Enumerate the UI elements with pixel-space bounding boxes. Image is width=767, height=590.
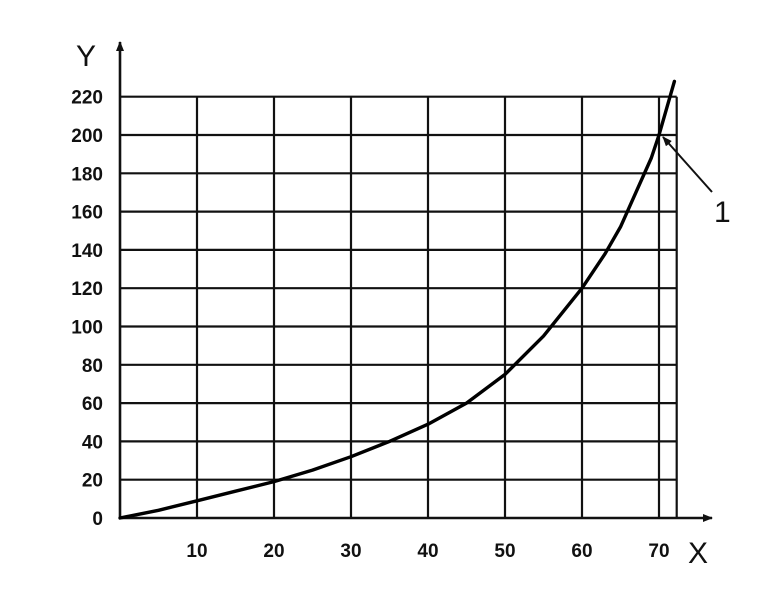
x-axis-label: X	[688, 537, 708, 570]
grid	[120, 95, 678, 518]
x-tick-label-50: 50	[494, 541, 515, 562]
x-tick-label-30: 30	[340, 541, 361, 562]
y-tick-label-180: 180	[71, 164, 103, 185]
annotations: 1	[662, 136, 731, 229]
series	[118, 79, 677, 520]
x-tick-label-70: 70	[648, 541, 669, 562]
y-tick-label-120: 120	[71, 279, 103, 300]
y-tick-label-80: 80	[82, 356, 103, 377]
y-tick-label-160: 160	[71, 203, 103, 224]
series-line-1	[118, 79, 677, 520]
axes	[116, 41, 713, 522]
y-tick-label-0: 0	[92, 509, 103, 530]
x-tick-label-10: 10	[186, 541, 207, 562]
y-tick-label-40: 40	[82, 432, 103, 453]
y-tick-label-140: 140	[71, 241, 103, 262]
y-tick-label-20: 20	[82, 471, 103, 492]
callout-arrow-1	[662, 136, 713, 193]
tick-labels: 0 20 40 60 80 100 120 140 160 180 200 220 10 20 30 40 50…	[71, 88, 669, 562]
x-tick-label-20: 20	[263, 541, 284, 562]
y-axis-label: Y	[76, 40, 96, 73]
y-tick-label-100: 100	[71, 318, 103, 339]
y-tick-label-220: 220	[71, 88, 103, 109]
y-tick-label-200: 200	[71, 126, 103, 147]
x-tick-label-60: 60	[571, 541, 592, 562]
x-tick-label-40: 40	[417, 541, 438, 562]
callout-label-1: 1	[714, 196, 731, 229]
y-tick-label-60: 60	[82, 394, 103, 415]
